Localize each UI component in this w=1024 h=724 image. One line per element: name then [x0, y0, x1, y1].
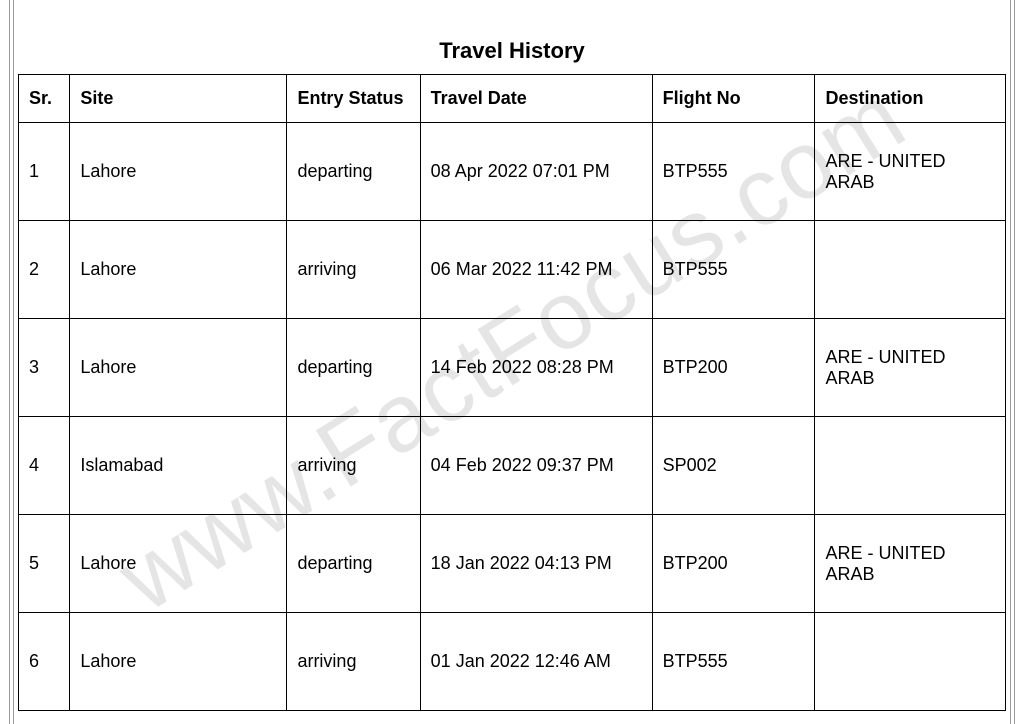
table-cell: 2 [19, 221, 70, 319]
table-cell: SP002 [652, 417, 815, 515]
table-header-row: Sr.SiteEntry StatusTravel DateFlight NoD… [19, 75, 1006, 123]
table-cell: ARE - UNITED ARAB [815, 123, 1006, 221]
table-cell: departing [287, 515, 420, 613]
travel-history-table: Sr.SiteEntry StatusTravel DateFlight NoD… [18, 74, 1006, 711]
table-cell: Lahore [70, 515, 287, 613]
table-cell: 3 [19, 319, 70, 417]
table-cell: BTP555 [652, 613, 815, 711]
table-row: 5Lahoredeparting18 Jan 2022 04:13 PMBTP2… [19, 515, 1006, 613]
table-cell: 08 Apr 2022 07:01 PM [420, 123, 652, 221]
table-cell: Lahore [70, 123, 287, 221]
table-cell: 6 [19, 613, 70, 711]
table-cell: 18 Jan 2022 04:13 PM [420, 515, 652, 613]
table-cell: 4 [19, 417, 70, 515]
table-cell: ARE - UNITED ARAB [815, 319, 1006, 417]
table-cell: 5 [19, 515, 70, 613]
table-cell [815, 221, 1006, 319]
page-edge-line [13, 0, 14, 724]
table-cell: arriving [287, 221, 420, 319]
page-edge-line [1010, 0, 1011, 724]
table-cell: 04 Feb 2022 09:37 PM [420, 417, 652, 515]
table-cell: 01 Jan 2022 12:46 AM [420, 613, 652, 711]
table-cell: Lahore [70, 319, 287, 417]
table-cell: BTP555 [652, 221, 815, 319]
table-cell: BTP200 [652, 319, 815, 417]
column-header: Destination [815, 75, 1006, 123]
table-row: 2Lahorearriving06 Mar 2022 11:42 PMBTP55… [19, 221, 1006, 319]
page-edge-line [9, 0, 10, 724]
page-edge-line [1014, 0, 1015, 724]
table-cell: ARE - UNITED ARAB [815, 515, 1006, 613]
page-title: Travel History [18, 38, 1006, 64]
table-cell: BTP555 [652, 123, 815, 221]
table-cell: 14 Feb 2022 08:28 PM [420, 319, 652, 417]
table-row: 6Lahorearriving01 Jan 2022 12:46 AMBTP55… [19, 613, 1006, 711]
table-cell: departing [287, 123, 420, 221]
table-cell: BTP200 [652, 515, 815, 613]
table-cell: Lahore [70, 613, 287, 711]
column-header: Travel Date [420, 75, 652, 123]
table-cell: departing [287, 319, 420, 417]
table-cell [815, 417, 1006, 515]
column-header: Entry Status [287, 75, 420, 123]
table-cell: arriving [287, 417, 420, 515]
table-row: 4Islamabadarriving04 Feb 2022 09:37 PMSP… [19, 417, 1006, 515]
column-header: Sr. [19, 75, 70, 123]
table-cell: 06 Mar 2022 11:42 PM [420, 221, 652, 319]
table-row: 1Lahoredeparting08 Apr 2022 07:01 PMBTP5… [19, 123, 1006, 221]
table-cell: 1 [19, 123, 70, 221]
table-cell [815, 613, 1006, 711]
column-header: Site [70, 75, 287, 123]
column-header: Flight No [652, 75, 815, 123]
table-cell: Lahore [70, 221, 287, 319]
table-row: 3Lahoredeparting14 Feb 2022 08:28 PMBTP2… [19, 319, 1006, 417]
table-cell: Islamabad [70, 417, 287, 515]
table-cell: arriving [287, 613, 420, 711]
